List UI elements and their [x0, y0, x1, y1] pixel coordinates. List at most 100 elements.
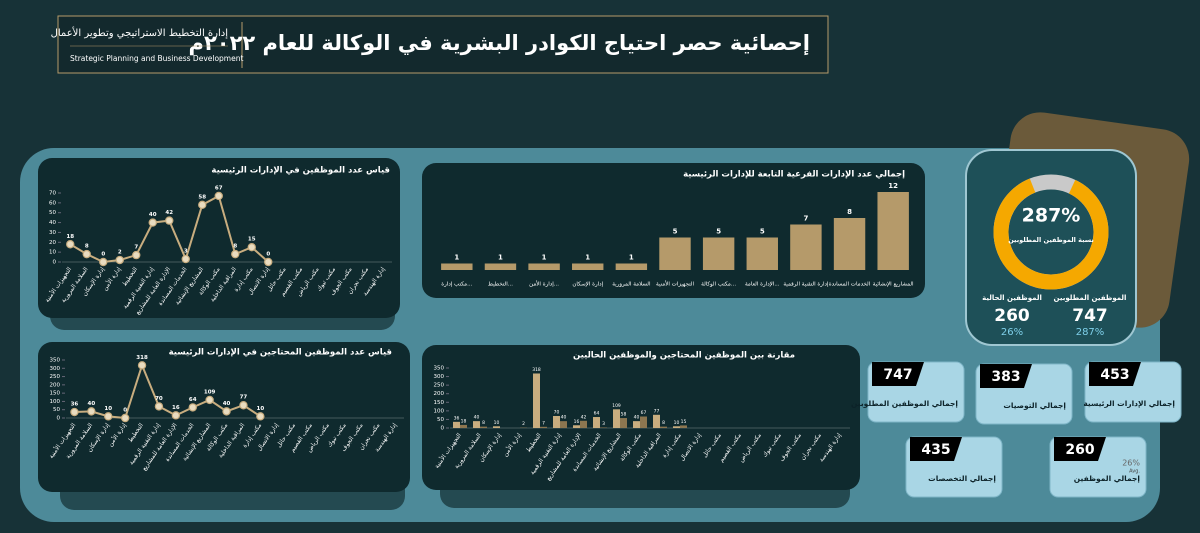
card-banner — [910, 437, 962, 461]
x-tick-label: التخطيط... — [488, 282, 513, 288]
card-banner — [1089, 362, 1141, 386]
data-label: 58 — [198, 194, 206, 200]
chart-panel — [38, 342, 410, 492]
card-label: إجمالي التوصيات — [1003, 401, 1066, 410]
x-tick-label: التجهيزات الأمنية — [656, 280, 694, 288]
data-label: 40 — [474, 415, 480, 421]
y-tick-label: 50 — [49, 210, 56, 216]
bar — [702, 237, 735, 270]
current-label: الموظفين الحالية — [982, 294, 1042, 302]
data-label: 3 — [184, 249, 188, 255]
bar — [615, 263, 648, 270]
data-label: 10 — [674, 420, 680, 426]
card-label: إجمالي التخصصات — [928, 474, 996, 483]
ratio-value: 287% — [1022, 205, 1081, 227]
bar — [633, 421, 640, 428]
data-label: 70 — [155, 396, 163, 402]
bar — [533, 373, 540, 428]
data-label: 10 — [104, 406, 112, 412]
org-en: Strategic Planning and Business Developm… — [70, 54, 243, 63]
bar — [790, 224, 822, 270]
y-tick-label: 0 — [53, 260, 57, 266]
chart-title: إجمالي عدد الإدارات الفرعية التابعة للإد… — [683, 170, 905, 180]
data-label: 0 — [123, 408, 127, 414]
bar — [484, 263, 517, 270]
data-label: 318 — [136, 355, 148, 361]
point — [104, 412, 113, 421]
card-value: 383 — [991, 369, 1020, 385]
bar — [660, 426, 667, 428]
x-tick-label: الإدارة العامة... — [745, 282, 780, 288]
y-tick-label: 300 — [434, 374, 445, 380]
point — [188, 403, 197, 412]
point — [115, 255, 124, 265]
bar — [460, 424, 467, 428]
card-banner — [980, 364, 1032, 388]
card-value: 435 — [921, 442, 950, 458]
data-label: 1 — [542, 254, 547, 262]
bar — [659, 237, 691, 270]
data-label: 40 — [223, 401, 231, 407]
required-share: 287% — [1076, 327, 1105, 338]
y-tick-label: 20 — [49, 240, 56, 246]
data-label: 18 — [66, 234, 74, 240]
data-label: 64 — [594, 411, 600, 417]
data-label: 7 — [803, 215, 808, 223]
card-banner — [872, 362, 924, 386]
card-share: 26% — [1122, 459, 1140, 468]
y-tick-label: 150 — [50, 391, 61, 397]
ratio-label: نسبة الموظفين المطلوبين — [1008, 236, 1094, 244]
required-label: الموظفين المطلوبين — [1054, 294, 1127, 302]
data-label: 8 — [233, 244, 237, 250]
card-value: 453 — [1100, 367, 1129, 383]
y-tick-label: 70 — [49, 191, 56, 197]
card-label: إجمالي الموظفين — [1074, 474, 1140, 483]
y-tick-label: 50 — [53, 407, 60, 413]
point — [181, 254, 190, 264]
bar — [560, 421, 567, 428]
data-label: 8 — [847, 208, 852, 216]
card-label: إجمالي الإدارات الرئيسية — [1083, 399, 1175, 408]
data-label: 10 — [257, 406, 265, 412]
point — [231, 249, 240, 259]
data-label: 40 — [561, 415, 567, 421]
data-label: 16 — [574, 419, 580, 425]
chart-panel — [38, 158, 400, 318]
point — [154, 402, 164, 411]
data-label: 8 — [482, 420, 485, 426]
bar — [653, 414, 660, 428]
card-banner — [1054, 437, 1106, 461]
point — [87, 407, 96, 416]
point — [132, 250, 141, 260]
point — [247, 243, 256, 252]
data-label: 1 — [498, 254, 503, 262]
data-label: 36 — [71, 402, 79, 408]
bar — [600, 427, 607, 428]
card-value: 747 — [883, 367, 912, 383]
chart-title: قياس عدد الموظفين المحتاجين في الإدارات … — [169, 348, 392, 358]
y-tick-label: 0 — [441, 426, 445, 432]
data-label: 15 — [248, 237, 256, 243]
point — [171, 411, 181, 420]
bar — [593, 417, 600, 428]
bar — [453, 421, 460, 428]
data-label: 36 — [454, 415, 460, 421]
data-label: 5 — [673, 228, 678, 236]
card-value: 260 — [1065, 442, 1094, 458]
y-tick-label: 300 — [50, 366, 61, 372]
data-label: 1 — [585, 254, 590, 262]
point — [165, 216, 174, 225]
point — [239, 401, 248, 410]
org-ar: إدارة التخطيط الاستراتيجي وتطوير الأعمال — [51, 26, 229, 39]
point — [214, 191, 223, 201]
x-tick-label: مكتب إدارة... — [441, 281, 472, 288]
bar — [580, 420, 587, 428]
y-tick-label: 50 — [437, 417, 444, 423]
data-label: 70 — [554, 410, 560, 416]
bar — [493, 426, 500, 428]
y-tick-label: 100 — [434, 408, 445, 414]
bar — [673, 426, 680, 428]
data-label: 58 — [621, 412, 627, 418]
header-title: إحصائية حصر احتياج الكوادر البشرية في ال… — [189, 31, 810, 56]
y-tick-label: 350 — [50, 358, 61, 364]
